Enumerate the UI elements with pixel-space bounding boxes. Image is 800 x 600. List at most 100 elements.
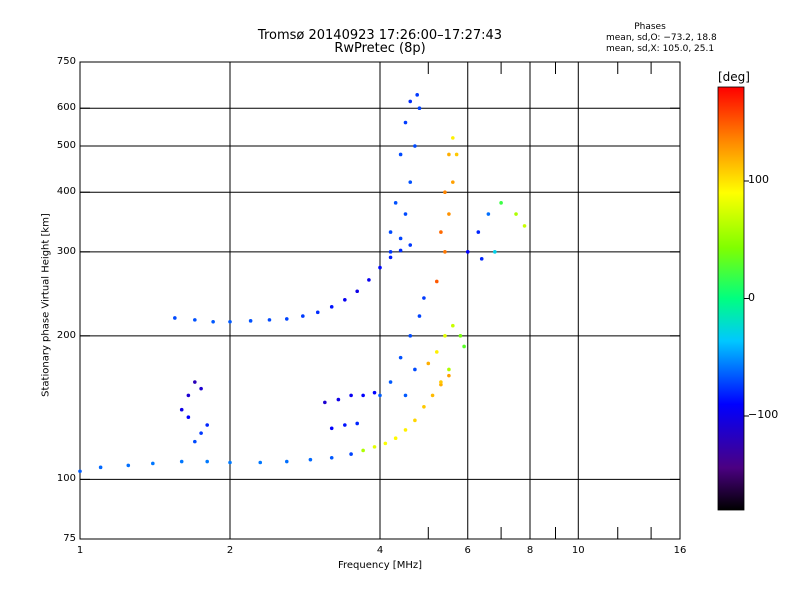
- data-point: [422, 296, 426, 300]
- data-point: [443, 190, 447, 195]
- data-point: [378, 265, 382, 270]
- data-point: [403, 120, 408, 125]
- data-point: [205, 423, 209, 427]
- data-point: [479, 257, 484, 261]
- y-tick-label: 100: [56, 473, 76, 485]
- data-point: [388, 230, 393, 234]
- y-tick-label: 500: [56, 139, 76, 151]
- data-point: [211, 319, 215, 324]
- data-point: [284, 459, 289, 464]
- data-point: [499, 201, 503, 205]
- data-point: [258, 460, 263, 465]
- colorbar-ticks: [744, 180, 749, 417]
- data-point: [179, 407, 184, 412]
- data-point: [451, 180, 455, 184]
- data-point: [329, 305, 334, 309]
- data-point: [329, 455, 334, 460]
- data-point: [329, 426, 334, 431]
- data-point: [465, 250, 470, 254]
- stats-line-x: mean, sd,X: 105.0, 25.1: [606, 44, 715, 54]
- data-point: [393, 436, 398, 441]
- data-point: [398, 248, 403, 253]
- data-point: [434, 350, 439, 354]
- data-point: [388, 250, 393, 254]
- x-tick-label: 6: [464, 545, 471, 556]
- data-point: [451, 136, 455, 140]
- data-point: [447, 152, 451, 157]
- colorbar-tick-label: 0: [748, 290, 755, 304]
- y-tick-label: 300: [56, 245, 76, 257]
- data-point: [408, 243, 413, 247]
- data-point: [434, 279, 439, 284]
- data-point: [493, 250, 497, 254]
- data-point: [361, 393, 365, 398]
- grid-lines: [80, 61, 680, 540]
- colorbar-tick-label: 100: [748, 173, 769, 186]
- data-point: [388, 380, 393, 384]
- data-point: [398, 355, 403, 360]
- data-point: [173, 316, 177, 320]
- data-point: [349, 452, 353, 456]
- data-point: [447, 212, 451, 216]
- y-tick-label: 750: [56, 56, 76, 67]
- data-point: [193, 380, 197, 384]
- data-point: [454, 152, 459, 157]
- data-point: [301, 314, 305, 318]
- colorbar-tick-label: −100: [748, 408, 779, 421]
- x-tick-label: 10: [571, 545, 585, 556]
- chart-title-line2: RwPretec (8p): [334, 41, 426, 56]
- data-point: [413, 367, 417, 372]
- data-point: [447, 373, 451, 378]
- data-point: [403, 393, 408, 398]
- data-point: [514, 212, 518, 216]
- data-point: [126, 463, 131, 468]
- data-point: [343, 297, 347, 302]
- data-point: [413, 418, 417, 423]
- colorbar-unit-label: [deg]: [718, 70, 750, 84]
- data-point: [462, 344, 466, 349]
- data-point: [367, 278, 371, 282]
- data-point: [205, 459, 209, 464]
- stats-line-o: mean, sd,O: −73.2, 18.8: [606, 33, 717, 43]
- data-point: [430, 393, 435, 398]
- data-point: [199, 431, 203, 435]
- data-point: [179, 459, 184, 464]
- data-point: [413, 144, 417, 148]
- data-point: [308, 457, 313, 462]
- data-point: [315, 310, 320, 315]
- data-point: [522, 224, 527, 228]
- data-point: [336, 397, 341, 402]
- x-tick-label: 8: [526, 545, 534, 556]
- y-tick-label: 600: [56, 102, 76, 114]
- data-point: [403, 428, 408, 432]
- data-point: [372, 390, 377, 395]
- x-axis-label: Frequency [MHz]: [337, 560, 423, 571]
- data-point: [422, 404, 426, 409]
- x-tick-label: 16: [673, 545, 687, 556]
- data-point: [476, 230, 481, 234]
- y-tick-label: 400: [56, 186, 76, 198]
- data-point: [267, 318, 272, 322]
- colorbar: [717, 86, 745, 511]
- data-point: [408, 180, 413, 184]
- chart-title-line1: Tromsø 20140923 17:26:00–17:27:43: [257, 28, 503, 43]
- data-point: [417, 106, 422, 111]
- data-point: [486, 212, 491, 216]
- data-point: [323, 400, 327, 405]
- data-point: [228, 319, 232, 324]
- data-point: [451, 323, 455, 328]
- data-point: [426, 361, 431, 366]
- stats-heading: Phases: [634, 22, 666, 32]
- data-point: [383, 441, 388, 446]
- data-point: [393, 201, 398, 205]
- data-point: [398, 152, 403, 157]
- data-point: [151, 461, 155, 466]
- data-point: [398, 236, 403, 241]
- data-point: [447, 367, 451, 372]
- data-point: [193, 439, 197, 444]
- x-tick-label: 1: [76, 545, 84, 556]
- data-point: [186, 415, 191, 420]
- data-point: [355, 289, 359, 294]
- y-tick-label: 200: [56, 329, 76, 341]
